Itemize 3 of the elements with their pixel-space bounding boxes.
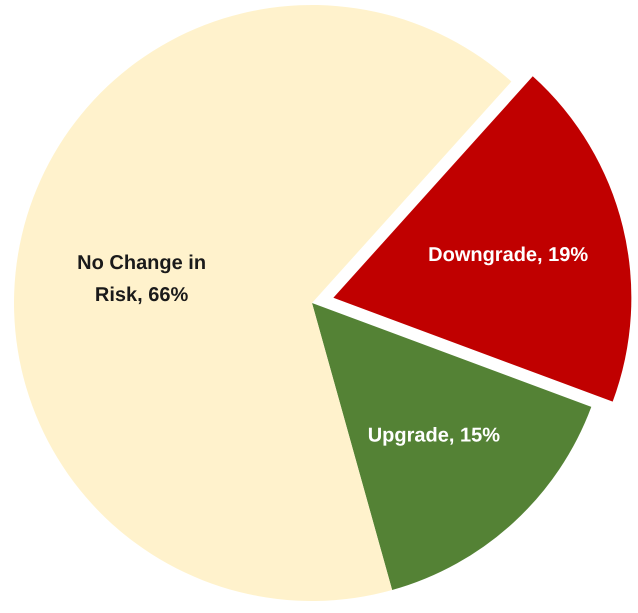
slice-label: No Change in Risk, 66%	[77, 252, 206, 306]
slice-label: Downgrade, 19%	[428, 244, 588, 266]
slice-label: Upgrade, 15%	[368, 424, 500, 446]
